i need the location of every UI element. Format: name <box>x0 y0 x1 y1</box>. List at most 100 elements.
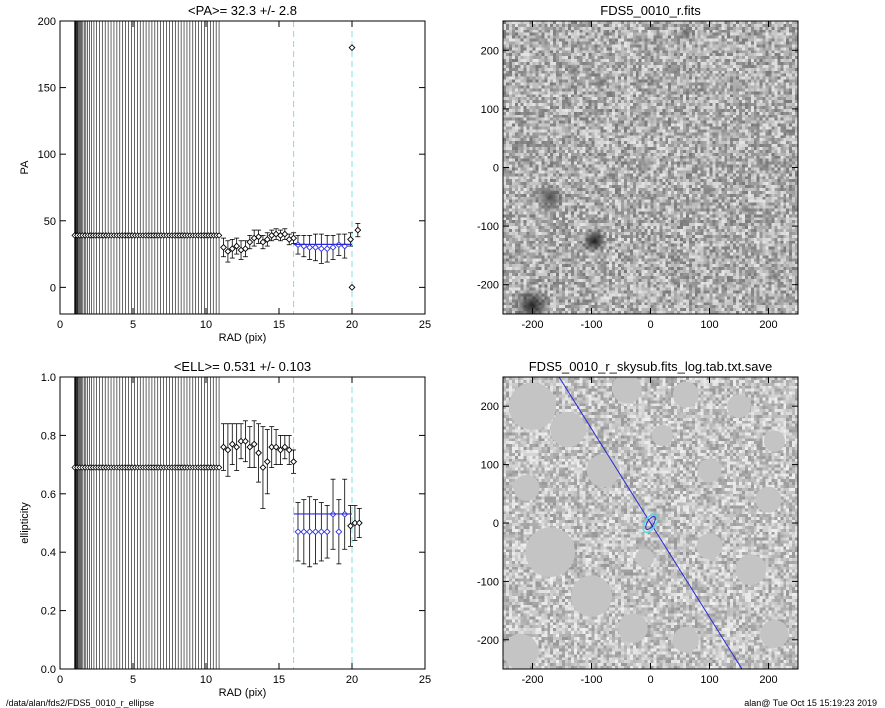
mask-region <box>612 377 642 404</box>
y-tick-label: 100 <box>481 104 499 116</box>
data-marker <box>347 522 354 530</box>
y-tick-label: 0.4 <box>41 547 56 559</box>
x-tick-label: 200 <box>759 674 777 686</box>
data-marker <box>348 44 356 52</box>
major-axis-line <box>558 377 743 669</box>
data-marker <box>255 233 262 241</box>
data-point <box>290 449 298 474</box>
dense-band <box>71 377 223 669</box>
data-marker <box>259 464 267 471</box>
mask-region <box>513 474 540 501</box>
y-tick-label: -100 <box>477 221 499 233</box>
x-axis-label: RAD (pix) <box>219 687 267 699</box>
data-point <box>237 423 245 460</box>
y-tick-label: -200 <box>477 280 499 292</box>
outlier-point <box>348 283 356 291</box>
galaxy-source <box>739 202 751 215</box>
data-point <box>272 228 280 240</box>
mask-region <box>672 626 699 653</box>
galaxy-source <box>663 92 673 102</box>
panel-title: FDS5_0010_r_skysub.fits_log.tab.txt.save <box>529 359 773 374</box>
data-marker <box>241 437 249 445</box>
y-tick-label: 50 <box>44 216 56 228</box>
y-tick-label: 0 <box>493 163 499 175</box>
mask-region <box>570 575 613 617</box>
data-marker <box>263 235 271 243</box>
data-point <box>220 423 227 471</box>
data-marker <box>300 528 308 536</box>
data-marker <box>255 449 262 457</box>
y-tick-label: 0.2 <box>41 606 56 618</box>
mask-region <box>727 394 751 419</box>
galaxy-source <box>593 75 607 90</box>
mask-region <box>735 554 767 586</box>
panel-2: <ELL>= 0.531 +/- 0.103 0 5 10 15 20 25 0.0 0.2 0.… <box>19 359 431 699</box>
data-point <box>290 232 298 244</box>
x-tick-label: 0 <box>57 674 63 686</box>
outlier-point <box>351 505 359 541</box>
mask-region <box>755 486 782 513</box>
y-tick-label: 0 <box>50 282 56 294</box>
galaxy-source <box>581 227 608 254</box>
data-marker <box>285 446 293 454</box>
data-marker <box>233 443 241 451</box>
fit-point <box>312 233 319 262</box>
galaxy-source <box>636 156 654 174</box>
outlier-point <box>347 232 354 247</box>
mask-region <box>696 533 723 560</box>
inner-ellipse <box>645 515 656 531</box>
data-marker <box>294 528 302 536</box>
data-point <box>241 420 249 463</box>
galaxy-source <box>630 35 642 48</box>
x-tick-label: 5 <box>130 319 136 331</box>
x-tick-label: 0 <box>57 319 63 331</box>
data-marker <box>281 443 289 451</box>
galaxy-source <box>767 269 782 283</box>
data-marker <box>300 242 308 250</box>
data-marker <box>246 238 254 246</box>
data-marker <box>246 443 254 451</box>
data-point <box>246 235 254 250</box>
data-point <box>281 434 289 460</box>
data-point <box>259 235 267 250</box>
x-tick-label: 25 <box>419 674 431 686</box>
x-tick-label: 100 <box>700 674 718 686</box>
y-tick-label: 0 <box>493 518 499 530</box>
data-marker <box>224 247 232 255</box>
y-axis-label: ellipticity <box>19 502 31 544</box>
data-marker <box>220 243 227 251</box>
data-marker <box>329 243 337 251</box>
mask-region <box>697 458 722 483</box>
x-tick-label: 0 <box>647 674 653 686</box>
x-axis-label: RAD (pix) <box>219 332 267 344</box>
data-point <box>224 423 232 477</box>
fit-ellipse <box>642 512 659 534</box>
data-point <box>224 240 232 263</box>
panel-1: FDS5_0010_r.fits -200 -100 0 100 200 -200 -100 0… <box>477 3 799 331</box>
y-tick-label: 100 <box>38 149 56 161</box>
mask-region <box>672 381 699 408</box>
data-marker <box>250 440 258 448</box>
data-marker <box>272 443 280 451</box>
galaxy-source <box>668 276 680 288</box>
x-tick-label: -100 <box>580 319 602 331</box>
fit-point <box>341 233 349 259</box>
fit-point <box>323 235 331 263</box>
y-tick-label: 1.0 <box>41 372 56 384</box>
mask-region <box>651 424 673 447</box>
data-point <box>228 239 236 259</box>
mask-region <box>760 619 789 649</box>
data-marker <box>347 235 354 243</box>
dense-band <box>71 21 223 314</box>
fit-point <box>294 502 302 562</box>
fit-point <box>312 499 319 565</box>
footer-path: /data/alan/fds2/FDS5_0010_r_ellipse <box>6 698 155 708</box>
data-marker <box>228 440 236 448</box>
mask-region <box>618 613 648 643</box>
data-marker <box>306 243 314 251</box>
data-marker <box>233 242 241 250</box>
fit-point <box>317 233 325 264</box>
data-marker <box>351 519 359 527</box>
data-marker <box>312 528 319 536</box>
